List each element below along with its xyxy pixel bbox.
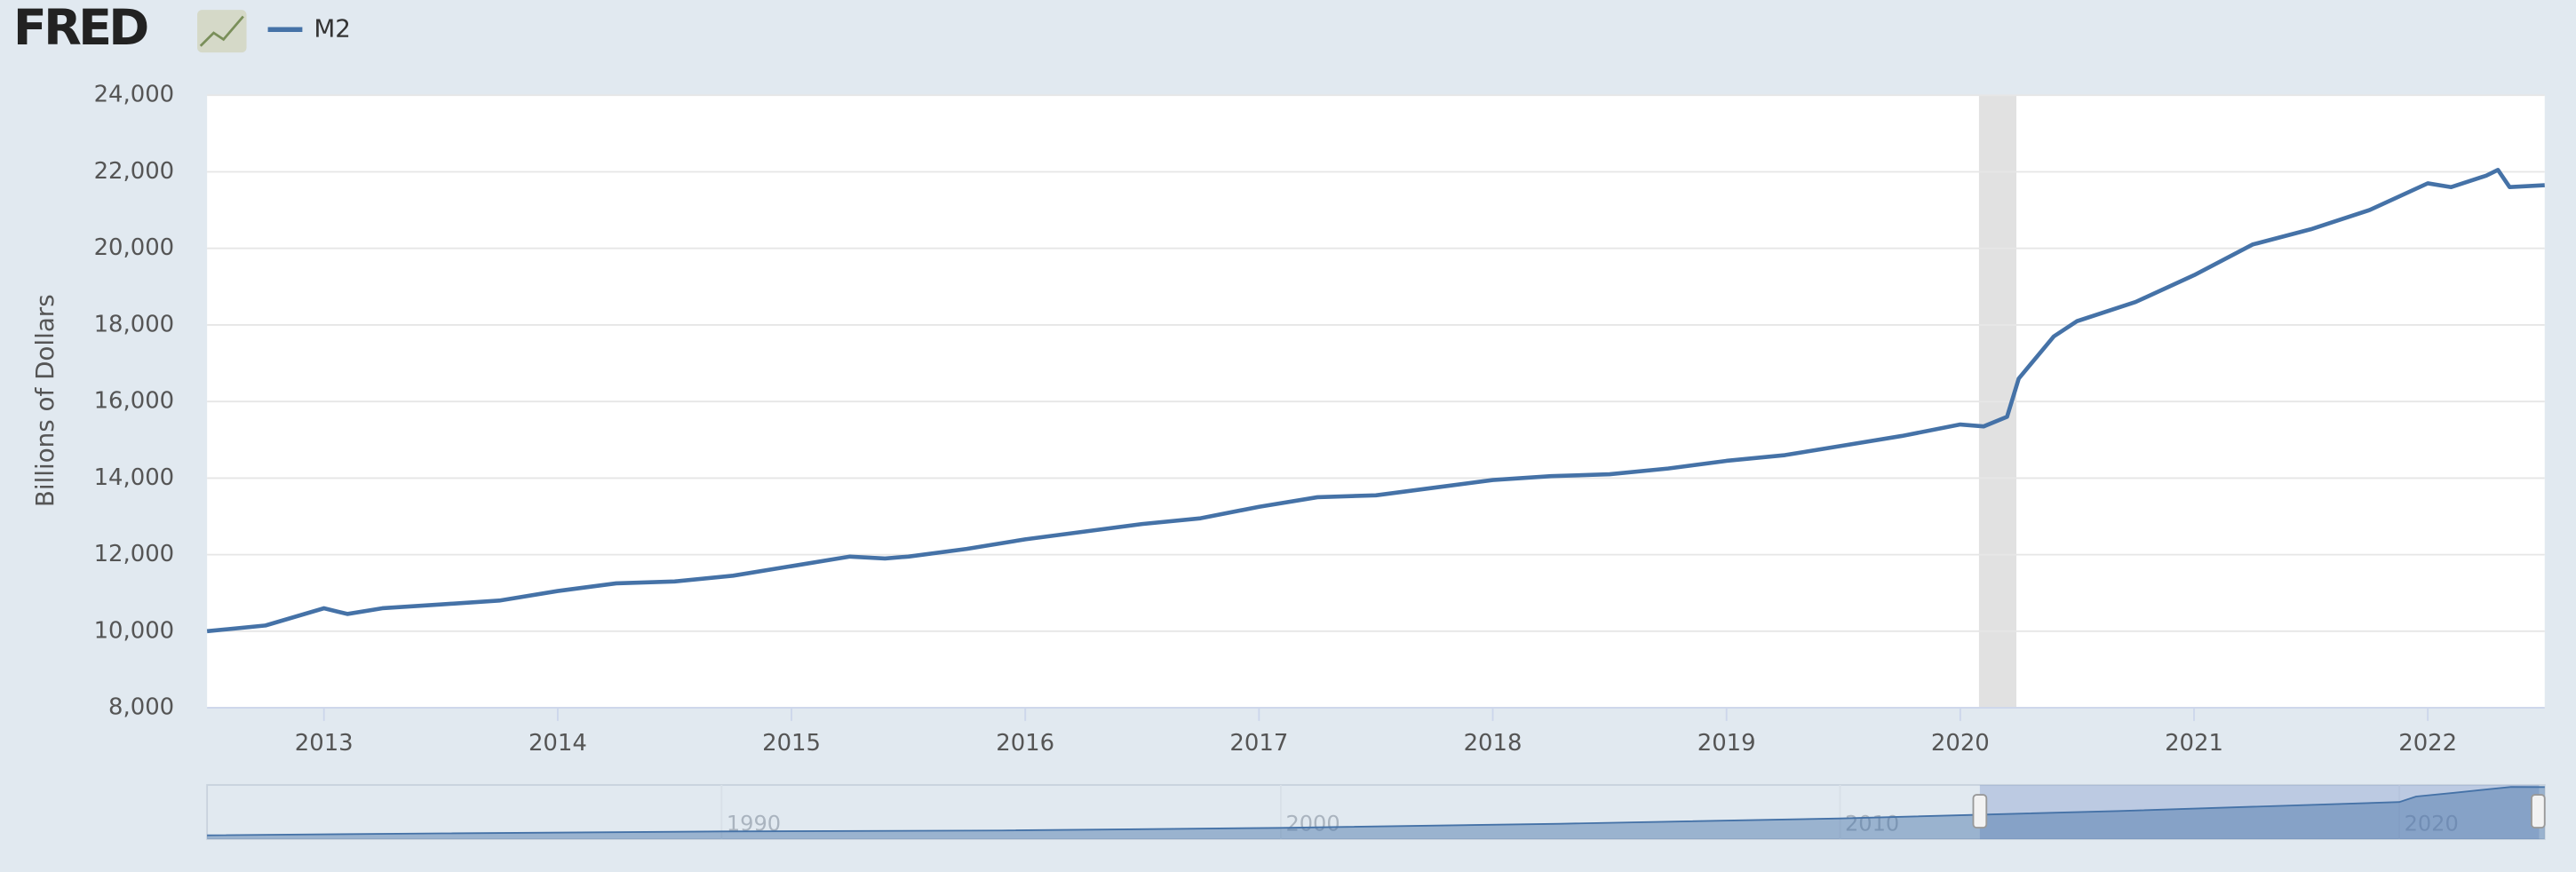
x-tick-label: 2016 — [996, 730, 1054, 757]
x-tick-label: 2018 — [1464, 730, 1523, 757]
y-tick-label: 12,000 — [94, 541, 175, 567]
logo-icon-line — [199, 15, 244, 47]
logo[interactable]: FRED — [13, 0, 151, 57]
y-tick-label: 20,000 — [94, 234, 175, 261]
navigator-tick-label: 2020 — [2405, 811, 2459, 836]
y-tick-label: 8,000 — [108, 694, 174, 721]
x-tick-label: 2014 — [529, 730, 587, 757]
y-tick-label: 16,000 — [94, 388, 175, 415]
navigator-line — [207, 786, 2545, 836]
x-tick-label: 2017 — [1229, 730, 1288, 757]
navigator-tick-label: 2010 — [1845, 811, 1899, 836]
x-tick-label: 2021 — [2165, 730, 2223, 757]
x-tick-label: 2022 — [2398, 730, 2457, 757]
x-tick-label: 2020 — [1931, 730, 1990, 757]
navigator-area — [207, 787, 2545, 840]
logo-icon — [197, 10, 247, 53]
y-tick-label: 22,000 — [94, 158, 175, 185]
navigator-handle[interactable] — [1972, 794, 1988, 828]
y-tick-label: 24,000 — [94, 82, 175, 108]
y-tick-label: 10,000 — [94, 617, 175, 644]
y-tick-label: 18,000 — [94, 311, 175, 337]
navigator-bg — [206, 784, 2546, 840]
x-tick-label: 2015 — [762, 730, 821, 757]
x-tick-label: 2013 — [295, 730, 354, 757]
y-axis-label: Billions of Dollars — [30, 294, 60, 507]
x-tick-label: 2019 — [1697, 730, 1756, 757]
series-line — [206, 168, 2545, 634]
navigator-tick-label: 2000 — [1285, 811, 1340, 836]
navigator-handle[interactable] — [2531, 794, 2546, 828]
legend-label[interactable]: M2 — [314, 13, 351, 43]
y-tick-label: 14,000 — [94, 464, 175, 491]
